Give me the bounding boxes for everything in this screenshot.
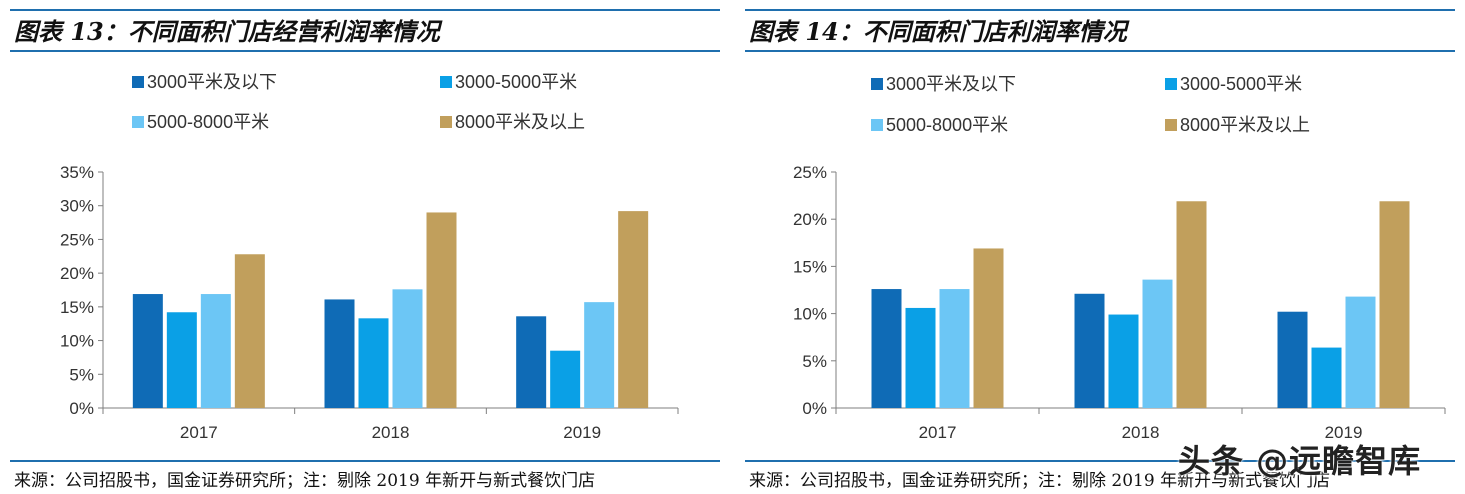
bar-2018-series-4 (426, 212, 457, 408)
legend-label: 3000平米及以下 (147, 72, 277, 92)
bar-2018-series-1 (324, 299, 355, 408)
y-tick-label: 0% (69, 399, 94, 418)
bar-2019-series-4 (618, 211, 649, 408)
bar-2017-series-3 (939, 289, 970, 408)
bar-2017-series-3 (200, 294, 231, 408)
bar-2017-series-4 (973, 248, 1004, 408)
source-note: 来源：公司招股书，国金证券研究所；注：剔除 2019 年新开与新式餐饮门店 (14, 471, 596, 491)
bar-2017-series-1 (871, 289, 902, 408)
bar-2018-series-4 (1176, 201, 1207, 408)
y-tick-label: 15% (60, 298, 94, 317)
legend-swatch (132, 76, 144, 88)
legend-swatch (1165, 78, 1177, 90)
bar-2019-series-1 (1277, 311, 1308, 408)
bar-2018-series-3 (392, 289, 423, 408)
y-tick-label: 5% (69, 365, 94, 384)
plot-area (836, 172, 1445, 408)
bar-chart-operating-margin: 0% 5% 10% 15% 20% 25% 30% 35% 2017 2018 2019 3000平米… (60, 72, 679, 442)
bar-2017-series-4 (234, 254, 265, 408)
y-tick-label: 5% (802, 352, 827, 371)
bar-chart-profit-margin: 0% 5% 10% 15% 20% 25% 2017 2018 2019 3000平米及以下 300… (793, 74, 1446, 442)
y-tick-label: 0% (802, 399, 827, 418)
bar-2019-series-4 (1379, 201, 1410, 408)
x-tick-label: 2017 (919, 423, 957, 442)
y-tick-label: 10% (793, 305, 827, 324)
legend-label: 8000平米及以上 (455, 112, 585, 132)
bar-2018-series-3 (1142, 279, 1173, 408)
legend-label: 3000-5000平米 (1180, 74, 1302, 94)
title-rule-top (745, 9, 1455, 11)
bar-2019-series-3 (584, 302, 615, 408)
chart-panel-14: 图表 14：不同面积门店利润率情况 0% 5% 10% 15% 20% 25% 2017 20… (745, 0, 1455, 494)
legend-swatch (440, 116, 452, 128)
bar-2018-series-2 (1108, 314, 1139, 408)
bar-2017-series-2 (166, 312, 197, 408)
watermark: 头条 @远瞻智库 (1178, 442, 1422, 480)
title-rule-bottom (10, 50, 720, 52)
legend-swatch (871, 78, 883, 90)
y-tick-label: 10% (60, 332, 94, 351)
bar-2019-series-3 (1345, 296, 1376, 408)
y-tick-label: 25% (60, 230, 94, 249)
legend-label: 5000-8000平米 (886, 115, 1008, 135)
y-tick-label: 15% (793, 257, 827, 276)
chart-title: 图表 13：不同面积门店经营利润率情况 (14, 17, 440, 46)
y-tick-label: 30% (60, 197, 94, 216)
y-tick-label: 25% (793, 163, 827, 182)
chart-title: 图表 14：不同面积门店利润率情况 (749, 17, 1127, 46)
y-tick-label: 20% (793, 210, 827, 229)
bar-2019-series-2 (1311, 347, 1342, 408)
bar-2018-series-1 (1074, 293, 1105, 408)
x-tick-label: 2017 (180, 423, 218, 442)
x-tick-label: 2018 (1122, 423, 1160, 442)
plot-area (103, 172, 678, 408)
bar-2017-series-1 (132, 294, 163, 408)
y-tick-label: 35% (60, 163, 94, 182)
x-tick-label: 2018 (372, 423, 410, 442)
bar-2017-series-2 (905, 307, 936, 408)
bar-2018-series-2 (358, 318, 389, 408)
legend-label: 8000平米及以上 (1180, 115, 1310, 135)
x-tick-label: 2019 (563, 423, 601, 442)
y-tick-label: 20% (60, 264, 94, 283)
source-note: 来源：公司招股书，国金证券研究所；注：剔除 2019 年新开与新式餐饮门店 (749, 471, 1331, 491)
chart-panel-13: 图表 13：不同面积门店经营利润率情况 0% 5% 10% 15% 20% 25% 30% 3… (10, 0, 720, 494)
legend-swatch (871, 119, 883, 131)
bar-2019-series-2 (550, 350, 581, 408)
legend-swatch (440, 76, 452, 88)
legend-swatch (1165, 119, 1177, 131)
footer-rule (10, 460, 720, 462)
title-rule-bottom (745, 50, 1455, 52)
legend-swatch (132, 116, 144, 128)
title-rule-top (10, 9, 720, 11)
footer-rule (745, 460, 1455, 462)
x-tick-label: 2019 (1325, 423, 1363, 442)
legend-label: 5000-8000平米 (147, 112, 269, 132)
bar-2019-series-1 (516, 316, 547, 408)
legend-label: 3000平米及以下 (886, 74, 1016, 94)
legend-label: 3000-5000平米 (455, 72, 577, 92)
